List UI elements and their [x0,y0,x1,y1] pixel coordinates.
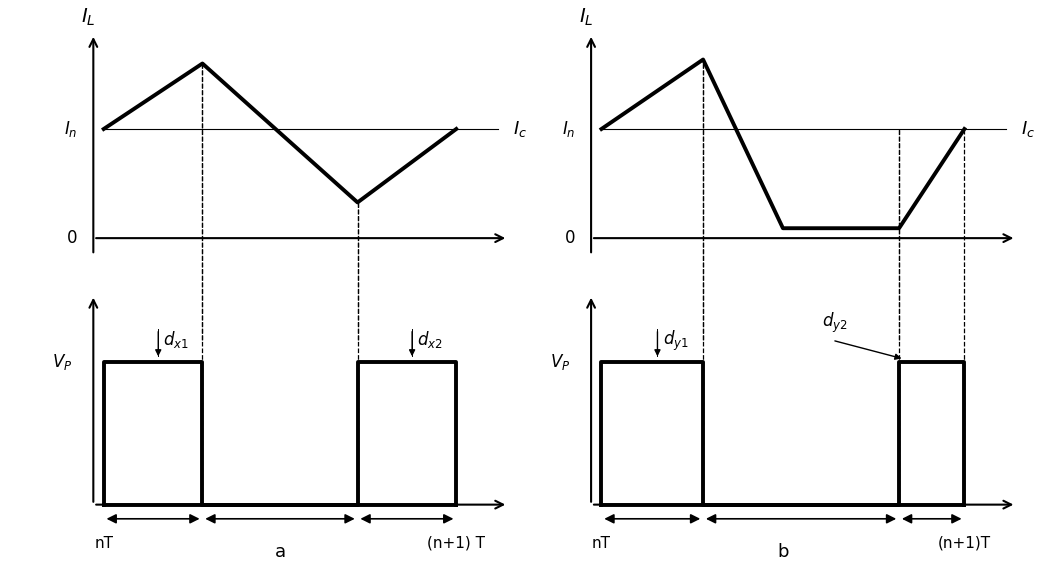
Text: $I_n$: $I_n$ [64,119,78,139]
Text: nT: nT [592,536,611,551]
Text: $d_{y2}$: $d_{y2}$ [821,310,847,335]
Text: (n+1) T: (n+1) T [427,536,485,551]
Text: 0: 0 [67,229,78,247]
Text: $I_n$: $I_n$ [562,119,576,139]
Text: $I_L$: $I_L$ [81,7,95,28]
Text: $d_{y1}$: $d_{y1}$ [663,329,689,353]
Text: nT: nT [94,536,113,551]
Text: $I_c$: $I_c$ [513,119,528,139]
Text: a: a [275,543,285,561]
Text: $I_L$: $I_L$ [579,7,593,28]
Text: $d_{x1}$: $d_{x1}$ [164,329,189,350]
Text: $V_P$: $V_P$ [550,352,570,372]
Text: (n+1)T: (n+1)T [937,536,991,551]
Text: $d_{x2}$: $d_{x2}$ [417,329,443,350]
Text: $V_P$: $V_P$ [52,352,73,372]
Text: 0: 0 [565,229,576,247]
Text: $I_c$: $I_c$ [1021,119,1036,139]
Text: b: b [777,543,789,561]
